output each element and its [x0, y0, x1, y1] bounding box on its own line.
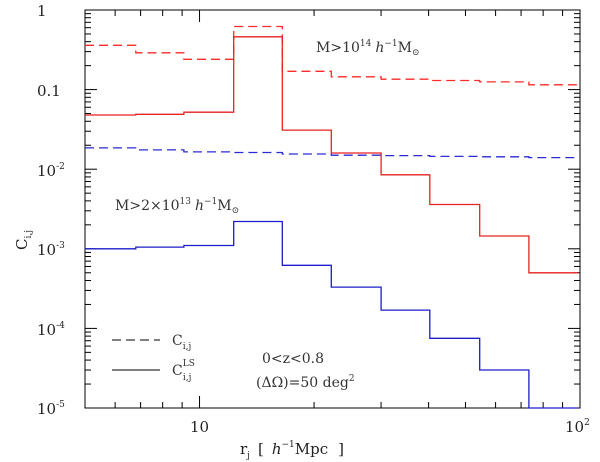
- y-axis-label: Ci,j: [13, 230, 34, 250]
- x-axis-label: rj[h−1Mpc]: [240, 440, 344, 461]
- series-line-3: [85, 220, 579, 409]
- legend: Ci,j CLS i,j: [112, 333, 195, 383]
- x-tick-label-100: 102: [565, 418, 590, 436]
- legend-solid-label: CLS i,j: [172, 359, 195, 383]
- blue-mass-annotation: M>2×1013 h−1M⊙: [115, 197, 239, 216]
- series-line-0: [85, 25, 579, 86]
- y-tick-label-1e-2: 10-2: [37, 162, 65, 180]
- y-tick-label-1e-4: 10-4: [37, 321, 65, 339]
- y-tick-label-0.1: 0.1: [37, 82, 61, 100]
- legend-dashed-label: Ci,j: [172, 333, 191, 352]
- series-group: [85, 25, 579, 409]
- series-line-1: [85, 36, 579, 274]
- redshift-annotation: 0<z<0.8: [262, 351, 324, 367]
- red-mass-annotation: M>1014 h−1M⊙: [316, 39, 420, 58]
- y-tick-label-1e-3: 10-3: [37, 241, 65, 259]
- series-line-2: [85, 147, 579, 159]
- area-annotation: (ΔΩ)=50 deg2: [256, 374, 355, 391]
- x-tick-label-10: 10: [190, 418, 209, 436]
- plot-frame: [84, 9, 581, 409]
- y-tick-label-1: 1: [37, 2, 47, 20]
- y-tick-labels: 1 0.1 10-2 10-3 10-4 10-5: [37, 2, 65, 418]
- y-tick-label-1e-5: 10-5: [37, 400, 65, 418]
- x-tick-labels: 10 102: [190, 418, 590, 436]
